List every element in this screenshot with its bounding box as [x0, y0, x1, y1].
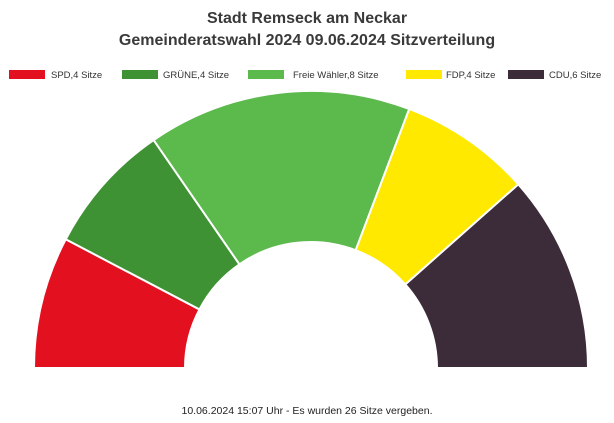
chart-title-line-2: Gemeinderatswahl 2024 09.06.2024 Sitzver…	[118, 32, 496, 49]
chart-slices	[32, 90, 590, 369]
chart-legend: SPD,4 Sitze GRÜNE,4 Sitze Freie Wähler,8 S…	[9, 70, 601, 81]
legend-swatch-cdu	[508, 70, 544, 79]
legend-swatch-freie-waehler	[248, 70, 284, 79]
legend-swatch-gruene	[122, 70, 158, 79]
legend-label-fdp: FDP,4 Sitze	[446, 70, 495, 81]
slice-freie-waehler[interactable]	[152, 90, 411, 266]
chart-title-line-1: Stadt Remseck am Neckar	[206, 10, 408, 27]
legend-label-spd: SPD,4 Sitze	[51, 70, 102, 81]
slice-cdu[interactable]	[403, 182, 590, 369]
legend-label-gruene: GRÜNE,4 Sitze	[163, 70, 229, 81]
legend-label-freie-waehler: Freie Wähler,8 Sitze	[293, 70, 379, 81]
legend-swatch-fdp	[406, 70, 442, 79]
legend-label-cdu: CDU,6 Sitze	[549, 70, 601, 81]
chart-footer-note: 10.06.2024 15:07 Uhr - Es wurden 26 Sitz…	[181, 405, 433, 417]
legend-swatch-spd	[9, 70, 45, 79]
